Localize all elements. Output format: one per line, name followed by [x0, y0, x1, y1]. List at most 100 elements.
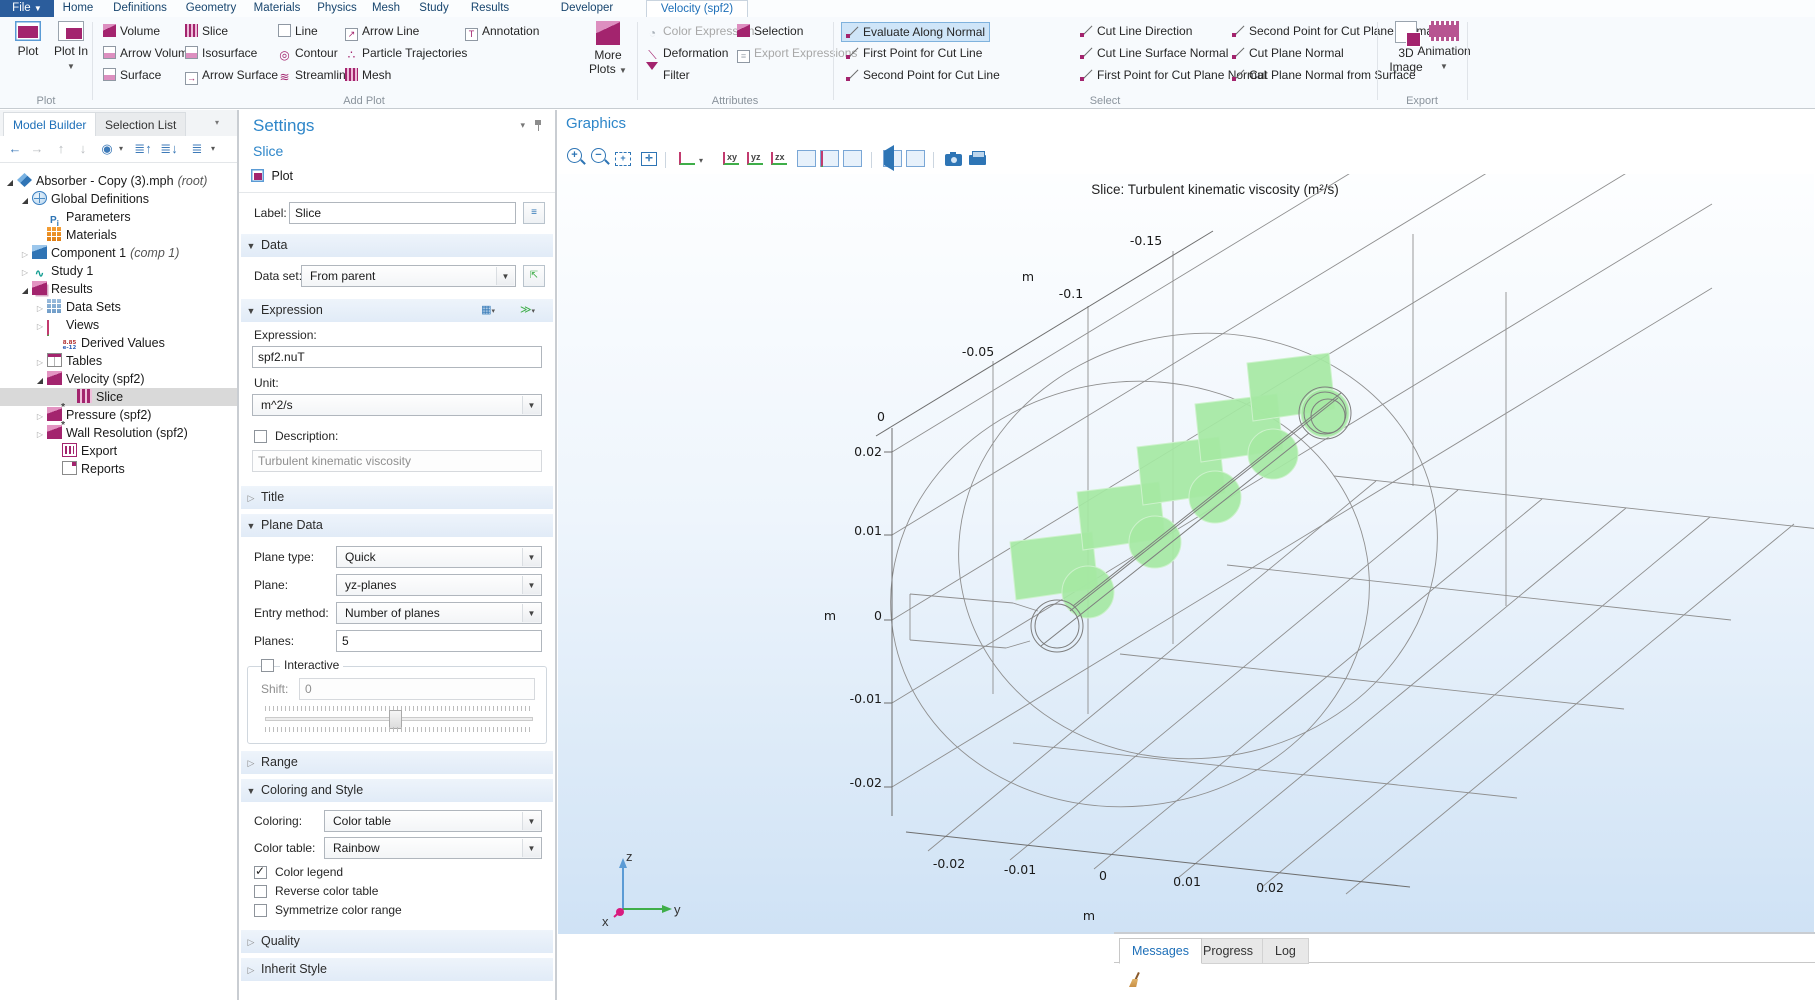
- section-title[interactable]: ▷Title: [241, 486, 553, 509]
- tab-definitions[interactable]: Definitions: [102, 0, 178, 17]
- plot-button[interactable]: Plot: [8, 21, 48, 58]
- panel-menu-icon[interactable]: ▾: [215, 118, 219, 127]
- tree-node-root[interactable]: ◢Absorber - Copy (3).mph(root): [0, 172, 237, 190]
- tree-node-velocity-spf2[interactable]: ◢Velocity (spf2): [0, 370, 237, 388]
- tab-materials[interactable]: Materials: [246, 0, 308, 17]
- add-arrow-surface-button[interactable]: →Arrow Surface: [185, 66, 278, 84]
- plot-canvas[interactable]: 0 -0.05 -0.1 -0.15 m 0.02 0.01 0 -0.01 -…: [558, 174, 1814, 934]
- tab-study[interactable]: Study: [412, 0, 456, 17]
- dataset-dropdown[interactable]: From parent▼: [301, 265, 516, 287]
- selection-button[interactable]: Selection: [737, 22, 803, 40]
- tree-node-export[interactable]: Export: [0, 442, 237, 460]
- show-axis-orientation-icon[interactable]: [820, 150, 839, 167]
- deformation-button[interactable]: ⟍Deformation: [646, 44, 728, 62]
- tree-node-wall-resolution-spf2[interactable]: ▷Wall Resolution (spf2): [0, 424, 237, 442]
- tree-node-global-definitions[interactable]: ◢Global Definitions: [0, 190, 237, 208]
- label-input[interactable]: [289, 202, 516, 224]
- tree-node-tables[interactable]: ▷Tables: [0, 352, 237, 370]
- model-tree-nodes-menu-icon[interactable]: ▾: [204, 140, 222, 157]
- tree-node-parameters[interactable]: PiParameters: [0, 208, 237, 226]
- add-arrow-line-button[interactable]: ↗Arrow Line: [345, 22, 419, 40]
- go-to-default-view-icon[interactable]: [679, 152, 695, 165]
- tab-geometry[interactable]: Geometry: [180, 0, 242, 17]
- settings-plot-button[interactable]: Plot: [251, 166, 293, 186]
- tree-node-results[interactable]: ◢Results: [0, 280, 237, 298]
- show-grid-icon[interactable]: [797, 150, 816, 167]
- tree-node-study1[interactable]: ▷∿Study 1: [0, 262, 237, 280]
- image-snapshot-icon[interactable]: [945, 154, 962, 166]
- export-animation-button[interactable]: Animation▼: [1414, 21, 1474, 74]
- tree-node-derived-values[interactable]: 8.85e-12Derived Values: [0, 334, 237, 352]
- color-legend-checkbox[interactable]: [254, 866, 267, 879]
- add-annotation-button[interactable]: TAnnotation: [465, 22, 539, 40]
- more-plots-button[interactable]: More Plots ▼: [580, 21, 636, 78]
- print-icon[interactable]: [969, 155, 986, 165]
- add-contour-button[interactable]: ◎Contour: [278, 44, 338, 62]
- tree-node-component1[interactable]: ▷Component 1(comp 1): [0, 244, 237, 262]
- tab-model-builder[interactable]: Model Builder: [3, 112, 96, 137]
- color-table-dropdown[interactable]: Rainbow▼: [324, 837, 542, 859]
- add-mesh-button[interactable]: Mesh: [345, 66, 391, 84]
- add-particle-trajectories-button[interactable]: ∴Particle Trajectories: [345, 44, 467, 62]
- cut-line-direction-button[interactable]: Cut Line Direction: [1080, 22, 1192, 40]
- section-quality[interactable]: ▷Quality: [241, 930, 553, 953]
- section-coloring-and-style[interactable]: ▼Coloring and Style: [241, 779, 553, 802]
- add-isosurface-button[interactable]: Isosurface: [185, 44, 257, 62]
- section-inherit-style[interactable]: ▷Inherit Style: [241, 958, 553, 981]
- expression-input[interactable]: [252, 346, 542, 368]
- zoom-in-icon[interactable]: +: [567, 148, 582, 163]
- coloring-dropdown[interactable]: Color table▼: [324, 810, 542, 832]
- interactive-checkbox[interactable]: [261, 659, 274, 672]
- move-down-icon[interactable]: ↓: [74, 140, 92, 157]
- add-slice-button[interactable]: Slice: [185, 22, 228, 40]
- cut-plane-normal-button[interactable]: Cut Plane Normal: [1232, 44, 1344, 62]
- reverse-color-table-checkbox[interactable]: [254, 885, 267, 898]
- transparency-icon[interactable]: [883, 150, 902, 167]
- tab-messages[interactable]: Messages: [1119, 938, 1202, 964]
- collapse-all-icon[interactable]: ≣↑: [134, 140, 152, 157]
- tree-node-data-sets[interactable]: ▷Data Sets: [0, 298, 237, 316]
- pin-icon[interactable]: [533, 120, 543, 131]
- section-expression[interactable]: ▼Expression ▦▾ ≫▾: [241, 299, 553, 322]
- add-line-button[interactable]: Line: [278, 22, 318, 40]
- replace-expression-icon[interactable]: ▦▾: [481, 299, 495, 323]
- tab-home[interactable]: Home: [58, 0, 98, 17]
- cut-line-surface-normal-button[interactable]: Cut Line Surface Normal: [1080, 44, 1228, 62]
- unit-dropdown[interactable]: m^2/s▼: [252, 394, 542, 416]
- tree-node-reports[interactable]: Reports: [0, 460, 237, 478]
- settings-menu-icon[interactable]: ▾: [520, 120, 525, 131]
- rename-button[interactable]: ≡: [523, 202, 545, 224]
- clear-messages-icon[interactable]: [1128, 972, 1142, 988]
- section-range[interactable]: ▷Range: [241, 751, 553, 774]
- show-color-legend-icon[interactable]: [843, 150, 862, 167]
- tree-node-slice[interactable]: Slice: [0, 388, 237, 406]
- zoom-out-icon[interactable]: −: [591, 148, 606, 163]
- show-menu-icon[interactable]: ▾: [112, 140, 130, 157]
- tab-results[interactable]: Results: [462, 0, 518, 17]
- back-icon[interactable]: ←: [6, 140, 24, 157]
- symmetrize-color-range-checkbox[interactable]: [254, 904, 267, 917]
- view-xy-icon[interactable]: xy: [723, 152, 739, 165]
- tree-node-pressure-spf2[interactable]: ▷Pressure (spf2): [0, 406, 237, 424]
- insert-expression-icon[interactable]: ≫▾: [520, 299, 535, 323]
- plot-in-button[interactable]: Plot In ▼: [50, 21, 92, 74]
- tab-mesh[interactable]: Mesh: [364, 0, 408, 17]
- filter-button[interactable]: Filter: [646, 66, 690, 84]
- move-up-icon[interactable]: ↑: [52, 140, 70, 157]
- expand-all-icon[interactable]: ≣↓: [160, 140, 178, 157]
- tab-velocity-spf2[interactable]: Velocity (spf2): [646, 0, 748, 18]
- add-volume-button[interactable]: Volume: [103, 22, 160, 40]
- add-surface-button[interactable]: Surface: [103, 66, 161, 84]
- tab-physics[interactable]: Physics: [312, 0, 362, 17]
- tree-node-materials[interactable]: Materials: [0, 226, 237, 244]
- shift-input[interactable]: [299, 678, 535, 700]
- plot-area[interactable]: Slice: Turbulent kinematic viscosity (m²…: [558, 174, 1814, 934]
- first-point-cut-line-button[interactable]: First Point for Cut Line: [846, 44, 982, 62]
- scene-layers-icon[interactable]: [906, 150, 925, 167]
- view-menu-icon[interactable]: ▾: [699, 156, 703, 165]
- view-zx-icon[interactable]: zx: [771, 152, 787, 165]
- tab-log[interactable]: Log: [1262, 938, 1309, 964]
- add-arrow-volume-button[interactable]: Arrow Volume: [103, 44, 195, 62]
- go-to-source-button[interactable]: ⇱: [523, 265, 545, 287]
- description-checkbox[interactable]: [254, 430, 267, 443]
